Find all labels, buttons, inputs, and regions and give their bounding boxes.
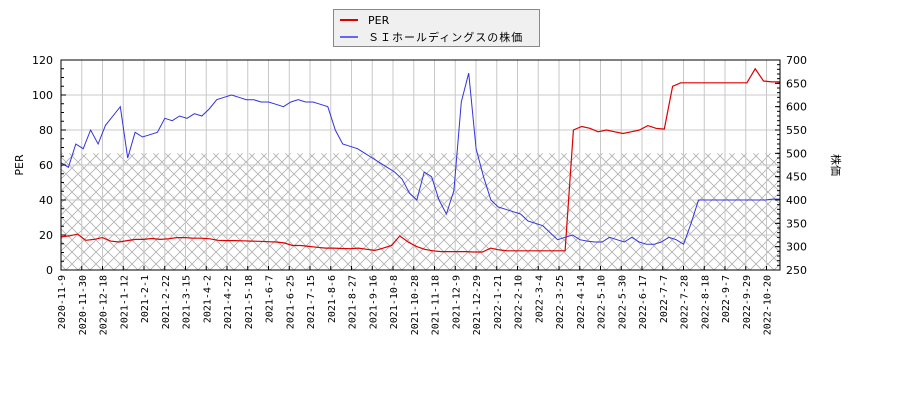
x-tick-label: 2021-8-27 (348, 275, 359, 329)
x-tick-label: 2022-5-30 (617, 275, 628, 329)
x-tick-label: 2020-11-30 (78, 275, 89, 335)
legend-label-per: PER (368, 13, 390, 27)
x-tick-label: 2021-7-15 (306, 275, 317, 329)
y2-tick-label: 500 (786, 147, 807, 160)
x-tick-label: 2022-1-21 (493, 275, 504, 329)
legend-swatch-per (340, 19, 358, 21)
x-tick-label: 2021-4-2 (202, 275, 213, 323)
price-line (60, 72, 780, 246)
series-lines (60, 67, 780, 253)
y2-tick-label: 650 (786, 77, 807, 90)
x-tick-label: 2022-8-18 (700, 275, 711, 329)
x-tick-label: 2022-7-7 (659, 275, 670, 323)
y2-tick-label: 250 (786, 264, 807, 277)
legend-swatch-price (340, 36, 358, 38)
hatched-region (61, 153, 780, 270)
x-tick-label: 2022-2-10 (514, 275, 525, 329)
x-tick-label: 2022-9-29 (742, 275, 753, 329)
x-tick-label: 2021-6-7 (265, 275, 276, 323)
x-tick-label: 2022-7-28 (680, 275, 691, 329)
x-tick-label: 2022-3-4 (534, 275, 545, 323)
legend-label-price: ＳＩホールディングスの株価 (368, 31, 524, 44)
x-tick-label: 2022-10-20 (763, 275, 774, 335)
x-tick-label: 2021-11-18 (431, 275, 442, 335)
axes: 0 20 40 60 80 100 120 250 300 350 400 450 500 550 600 6… (32, 54, 807, 335)
legend-item-per: PER (340, 12, 389, 28)
x-tick-label: 2021-1-12 (119, 275, 130, 329)
x-tick-label: 2021-9-16 (368, 275, 379, 329)
y2-tick-label: 300 (786, 241, 807, 254)
y-tick-label: 20 (39, 229, 53, 242)
x-tick-label: 2021-10-28 (410, 275, 421, 335)
x-tick-label: 2021-12-29 (472, 275, 483, 335)
y2-axis-title: 株価 (829, 154, 843, 176)
y-tick-label: 100 (32, 89, 53, 102)
y2-tick-label: 400 (786, 194, 807, 207)
x-tick-label: 2021-4-22 (223, 275, 234, 329)
x-tick-label: 2022-4-14 (576, 275, 587, 329)
x-tick-label: 2021-12-9 (451, 275, 462, 329)
y-tick-label: 80 (39, 124, 53, 137)
legend-item-price: ＳＩホールディングスの株価 (340, 29, 523, 45)
legend: PER ＳＩホールディングスの株価 (333, 9, 540, 47)
x-tick-label: 2021-5-18 (244, 275, 255, 329)
x-tick-label: 2021-6-25 (285, 275, 296, 329)
x-tick-label: 2020-11-9 (57, 275, 68, 329)
x-tick-label: 2021-8-6 (327, 275, 338, 323)
per-line (60, 67, 780, 253)
y-tick-label: 40 (39, 194, 53, 207)
x-tick-label: 2021-2-1 (140, 275, 151, 323)
x-tick-label: 2022-6-17 (638, 275, 649, 329)
y2-tick-label: 700 (786, 54, 807, 67)
gridlines (60, 59, 780, 271)
x-tick-label: 2022-5-10 (597, 275, 608, 329)
y-tick-label: 120 (32, 54, 53, 67)
y2-tick-label: 550 (786, 124, 807, 137)
x-tick-label: 2022-3-25 (555, 275, 566, 329)
y2-tick-label: 350 (786, 217, 807, 230)
y-tick-label: 60 (39, 159, 53, 172)
y-tick-label: 0 (46, 264, 53, 277)
x-tick-label: 2022-9-7 (721, 275, 732, 323)
x-tick-label: 2021-2-22 (161, 275, 172, 329)
y2-tick-label: 450 (786, 171, 807, 184)
x-tick-label: 2020-12-18 (99, 275, 110, 335)
y-axis-title: PER (13, 154, 26, 176)
x-tick-label: 2021-3-15 (182, 275, 193, 329)
y2-tick-label: 600 (786, 101, 807, 114)
x-tick-label: 2021-10-8 (389, 275, 400, 329)
